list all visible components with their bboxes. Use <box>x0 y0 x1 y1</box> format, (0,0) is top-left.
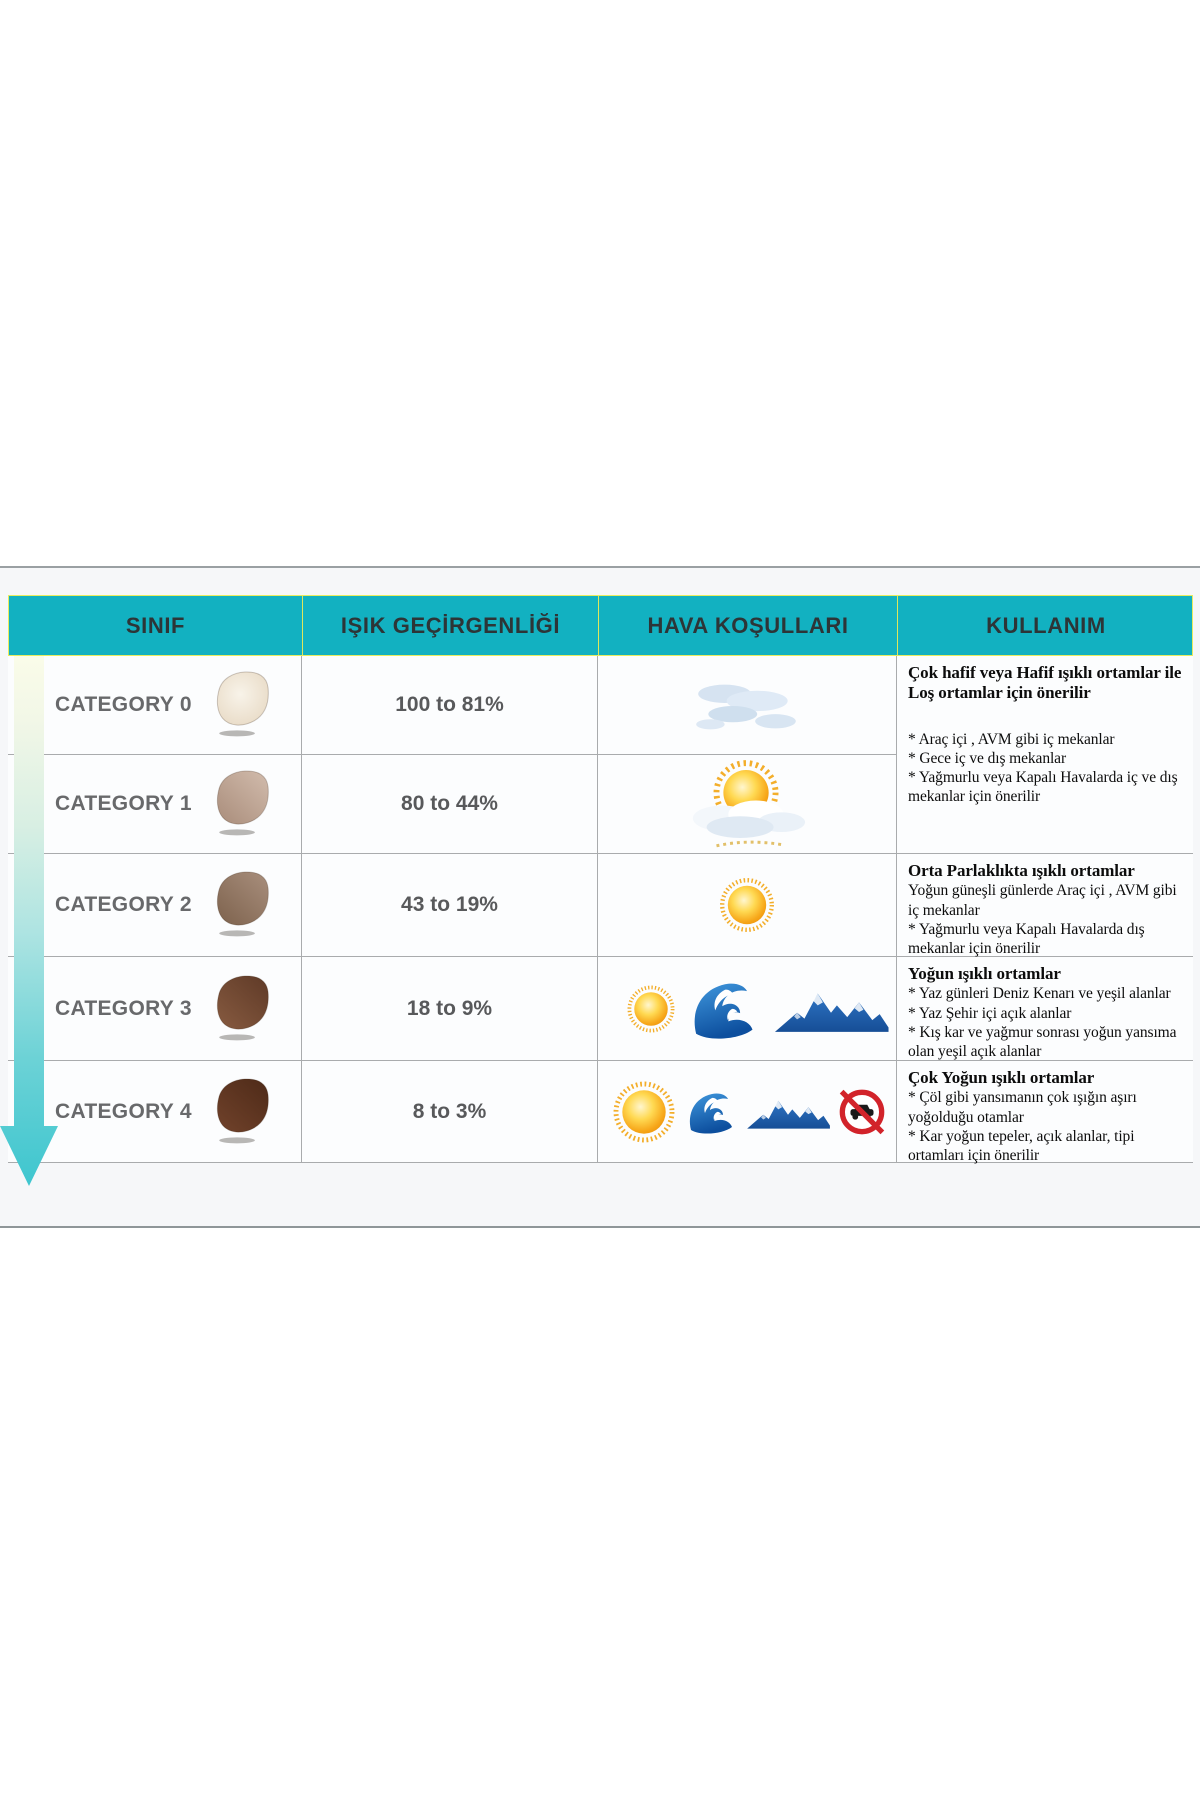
table-row-category-4-class: CATEGORY 4 <box>8 1061 302 1163</box>
usage-line: * Yaz Şehir içi açık alanlar <box>908 1004 1072 1022</box>
clouds-icon <box>686 673 808 737</box>
table-body: CATEGORY 0 100 to 81% Çok hafif veya Haf… <box>8 656 1193 1165</box>
sea-wave-icon <box>686 1088 738 1136</box>
sun-icon <box>609 1077 679 1147</box>
category-0-label: CATEGORY 0 <box>55 693 192 716</box>
usage-line: Yoğun güneşli günlerde Araç içi , AVM gi… <box>908 882 1177 919</box>
lens-category-1-icon <box>208 766 274 842</box>
weather-category-2 <box>598 854 897 957</box>
header-isik-gecirgenligi: IŞIK GEÇİRGENLİĞİ <box>303 596 599 655</box>
transmission-category-2: 43 to 19% <box>302 854 598 957</box>
usage-line: * Çöl gibi yansımanın çok ışığın aşırı y… <box>908 1089 1137 1126</box>
table-row-category-0-class: CATEGORY 0 <box>8 656 302 755</box>
usage-line: * Yaz günleri Deniz Kenarı ve yeşil alan… <box>908 985 1171 1003</box>
table-header-row: SINIF IŞIK GEÇİRGENLİĞİ HAVA KOŞULLARI K… <box>8 595 1193 656</box>
transmission-category-3: 18 to 9% <box>302 957 598 1061</box>
usage-category-4: Çok Yoğun ışıklı ortamlar * Çöl gibi yan… <box>897 1061 1193 1165</box>
usage-line: * Araç içi , AVM gibi iç mekanlar <box>908 730 1115 748</box>
lens-category-0-icon <box>208 667 274 743</box>
table-row-category-1-class: CATEGORY 1 <box>8 755 302 854</box>
table-row-category-2-class: CATEGORY 2 <box>8 854 302 957</box>
usage-heading: Yoğun ışıklı ortamlar <box>908 964 1061 983</box>
sun-behind-clouds-icon <box>683 757 811 851</box>
lens-category-3-icon <box>208 971 274 1047</box>
lens-category-table: SINIF IŞIK GEÇİRGENLİĞİ HAVA KOŞULLARI K… <box>8 595 1193 1165</box>
weather-category-4 <box>598 1061 897 1163</box>
transmission-category-4: 8 to 3% <box>302 1061 598 1163</box>
usage-line: * Kış kar ve yağmur sonrası yoğun yansım… <box>908 1023 1177 1061</box>
table-row-category-3-class: CATEGORY 3 <box>8 957 302 1061</box>
mountains-icon <box>772 982 890 1036</box>
usage-line: * Kar yoğun tepeler, açık alanlar, tipi … <box>908 1127 1135 1165</box>
no-driving-icon <box>838 1088 886 1136</box>
category-3-label: CATEGORY 3 <box>55 996 192 1020</box>
sun-icon <box>624 982 678 1036</box>
transmission-category-0: 100 to 81% <box>302 656 598 755</box>
transmission-category-1: 80 to 44% <box>302 755 598 854</box>
weather-category-3 <box>598 957 897 1061</box>
usage-heading: Orta Parlaklıkta ışıklı ortamlar <box>908 861 1135 880</box>
category-4-label: CATEGORY 4 <box>55 1099 192 1123</box>
usage-heading: Çok Yoğun ışıklı ortamlar <box>908 1068 1095 1087</box>
header-kullanim: KULLANIM <box>986 612 1106 638</box>
sun-icon <box>716 874 778 936</box>
mountains-icon <box>745 1091 831 1133</box>
header-hava-kosullari: HAVA KOŞULLARI <box>599 596 898 655</box>
usage-category-0-1: Çok hafif veya Hafif ışıklı ortamlar ile… <box>897 656 1193 854</box>
lens-category-2-icon <box>208 867 274 943</box>
category-2-label: CATEGORY 2 <box>55 893 192 916</box>
category-1-label: CATEGORY 1 <box>55 792 192 815</box>
lens-category-4-icon <box>208 1074 274 1150</box>
weather-category-0 <box>598 656 897 755</box>
header-sinif: SINIF <box>9 596 303 655</box>
usage-heading: Çok hafif veya Hafif ışıklı ortamlar ile… <box>908 663 1182 703</box>
sea-wave-icon <box>688 976 762 1042</box>
usage-line: * Gece iç ve dış mekanlar <box>908 750 1067 767</box>
usage-line: * Yağmurlu veya Kapalı Havalarda iç ve d… <box>908 769 1178 806</box>
usage-category-3: Yoğun ışıklı ortamlar * Yaz günleri Deni… <box>897 957 1193 1061</box>
weather-category-1 <box>598 755 897 854</box>
usage-line: * Yağmurlu veya Kapalı Havalarda dış mek… <box>908 920 1145 958</box>
category-gradient-arrow <box>0 656 58 1186</box>
usage-category-2: Orta Parlaklıkta ışıklı ortamlar Yoğun g… <box>897 854 1193 957</box>
